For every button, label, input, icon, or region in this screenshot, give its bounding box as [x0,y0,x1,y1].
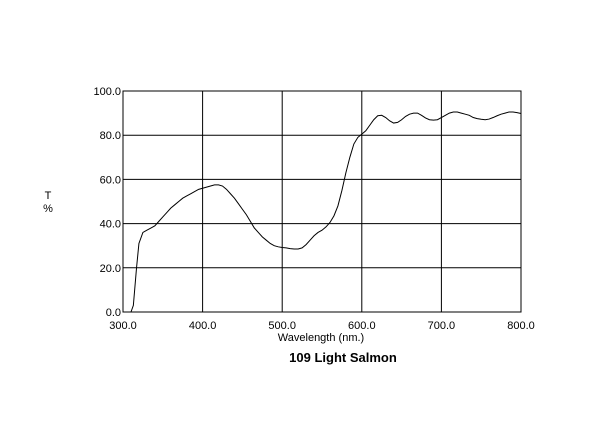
y-tick-label: 80.0 [100,130,121,142]
x-tick-label: 700.0 [428,320,456,332]
transmission-curve [123,111,522,313]
x-tick-label: 300.0 [109,320,137,332]
x-tick-label: 800.0 [507,320,535,332]
x-tick-label: 400.0 [189,320,217,332]
plot-frame [122,90,522,313]
x-tick-label: 600.0 [348,320,376,332]
y-tick-label: 40.0 [100,219,121,231]
y-axis-label-line-2: % [43,203,53,215]
y-tick-label: 0.0 [106,307,121,319]
y-axis-label-line-1: T [45,190,52,202]
chart-title: 109 Light Salmon [289,350,397,365]
y-tick-label: 20.0 [100,263,121,275]
x-axis-label: Wavelength (nm.) [278,332,364,344]
y-tick-label: 60.0 [100,174,121,186]
x-tick-label: 500.0 [268,320,296,332]
y-tick-label: 100.0 [93,86,121,98]
tick-labels: 300.0 400.0 500.0 600.0 700.0 800.0 0.0 20.0 40.… [93,86,534,332]
grid-lines [122,90,522,313]
